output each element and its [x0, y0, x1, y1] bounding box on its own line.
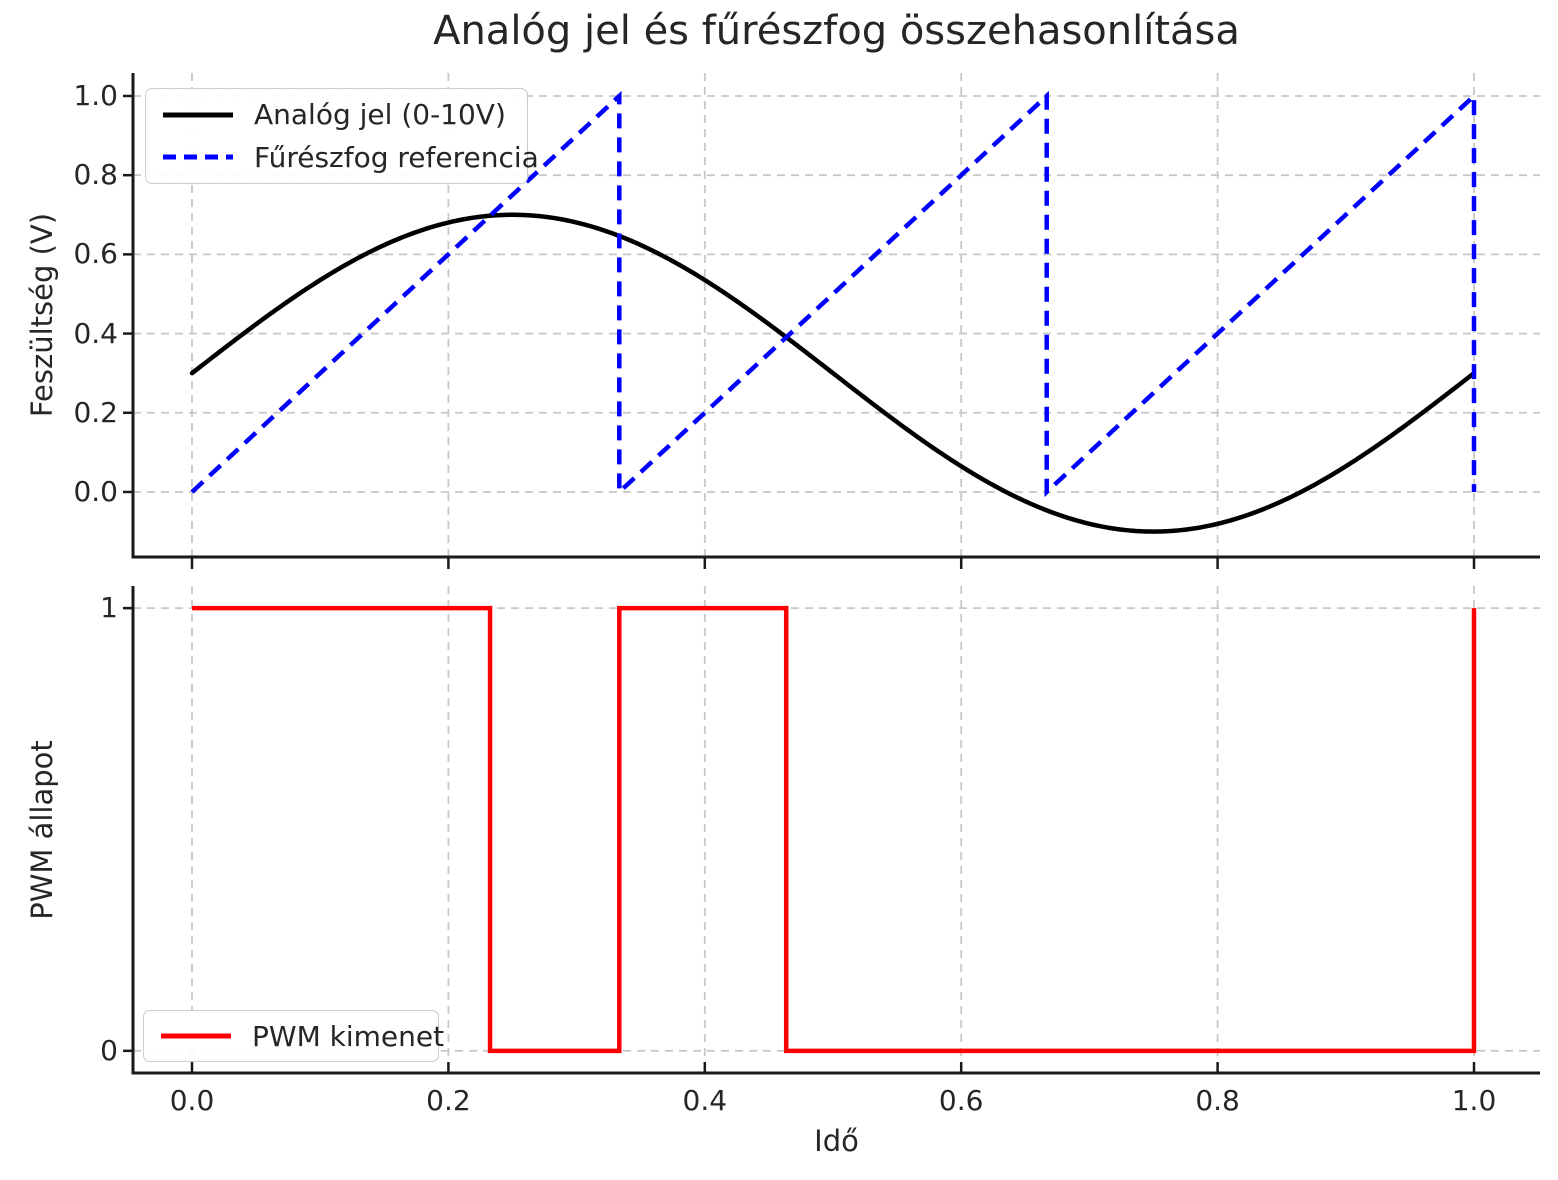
- chart-title: Analóg jel és fűrészfog összehasonlítása: [433, 8, 1240, 54]
- sawtooth-line: [190, 90, 1477, 498]
- sawtooth-line-sample: [163, 154, 233, 160]
- legend-item-analog: Analóg jel (0-10V): [160, 98, 527, 131]
- tick-label: 0.0: [73, 474, 118, 508]
- legend-voltage: Analóg jel (0-10V) Fűrészfog referencia: [145, 88, 539, 184]
- tick-label: 0.4: [682, 1084, 728, 1117]
- tick-label: 0.8: [73, 158, 118, 192]
- x-axis-label: Idő: [814, 1124, 859, 1158]
- tick-label: 1.0: [73, 78, 118, 112]
- tick-label: 0.0: [169, 1084, 215, 1117]
- pwm-line-sample: [161, 1033, 231, 1039]
- pwm-axes: [123, 586, 1540, 1075]
- legend-label-pwm: PWM kimenet: [252, 1019, 445, 1053]
- legend-label-analog: Analóg jel (0-10V): [254, 98, 506, 132]
- tick-label: 1.0: [1451, 1084, 1497, 1117]
- voltage-axes: [123, 73, 1540, 569]
- legend-item-pwm: PWM kimenet: [158, 1020, 444, 1053]
- y-axis-label-pwm: PWM állapot: [25, 740, 59, 920]
- tick-label: 0.6: [938, 1084, 984, 1117]
- analog-line-sample: [163, 112, 233, 118]
- tick-label: 0.4: [73, 316, 118, 350]
- legend-item-sawtooth: Fűrészfog referencia: [160, 141, 539, 174]
- tick-label: 0.6: [73, 237, 118, 271]
- pwm-line: [192, 605, 1477, 1054]
- tick-label: 0.2: [426, 1084, 471, 1117]
- tick-label: 0: [100, 1033, 118, 1067]
- legend-label-sawtooth: Fűrészfog referencia: [254, 140, 539, 174]
- tick-label: 0.8: [1195, 1084, 1240, 1117]
- analog-signal-line: [189, 212, 1477, 534]
- legend-pwm: PWM kimenet: [143, 1010, 444, 1062]
- tick-label: 1: [100, 591, 118, 625]
- tick-label: 0.2: [73, 395, 118, 429]
